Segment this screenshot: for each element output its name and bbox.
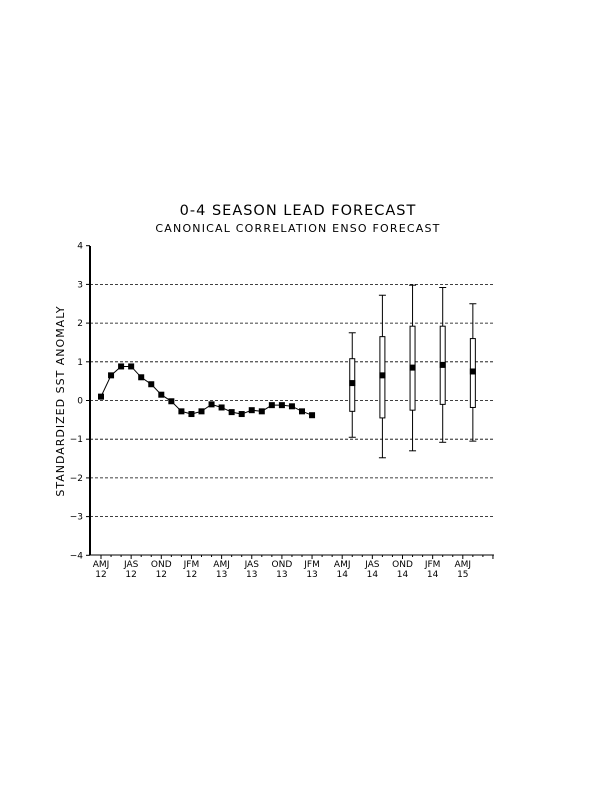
x-tick-label-season: AMJ: [213, 560, 230, 570]
x-tick-label-year: 13: [306, 570, 317, 580]
x-tick-label-season: JFM: [183, 560, 200, 570]
chart-subtitle: CANONICAL CORRELATION ENSO FORECAST: [155, 222, 440, 235]
observed-point: [218, 404, 225, 411]
x-tick-label-year: 15: [457, 570, 468, 580]
y-tick-label: 0: [77, 397, 83, 407]
x-tick-label-season: AMJ: [334, 560, 351, 570]
observed-point: [299, 408, 305, 415]
x-tick-label-year: 13: [276, 570, 287, 580]
observed-point: [268, 402, 275, 409]
observed-point: [238, 411, 245, 418]
observed-point: [98, 393, 104, 400]
x-tick-label-season: JAS: [244, 560, 260, 570]
x-tick-label-year: 13: [216, 570, 227, 580]
y-tick-label: −4: [70, 551, 84, 561]
observed-line: [100, 365, 313, 416]
x-tick-label-year: 14: [427, 570, 439, 580]
forecast-median-point: [409, 364, 416, 371]
observed-point: [168, 398, 175, 405]
observed-point: [118, 363, 125, 370]
y-tick-label: −3: [70, 513, 83, 523]
y-tick-label: 2: [77, 319, 83, 329]
x-tick-label-year: 12: [125, 570, 136, 580]
y-tick-label: 4: [77, 242, 83, 252]
y-tick-label: 1: [77, 358, 83, 368]
observed-point: [288, 403, 295, 410]
x-tick-label-year: 14: [397, 570, 409, 580]
y-tick-label: −1: [70, 435, 83, 445]
x-tick-label-year: 14: [336, 570, 348, 580]
x-tick-label-season: OND: [392, 560, 413, 570]
observed-point: [258, 408, 265, 415]
observed-point: [138, 374, 145, 381]
observed-point: [178, 408, 185, 415]
x-tick-label-season: JFM: [303, 560, 320, 570]
x-tick-label-year: 12: [156, 570, 167, 580]
x-tick-label-season: JFM: [424, 560, 441, 570]
forecast-median-point: [379, 372, 386, 379]
observed-point: [108, 372, 115, 379]
x-tick-label-year: 14: [367, 570, 379, 580]
observed-point: [248, 407, 255, 414]
x-tick-label-year: 12: [186, 570, 197, 580]
forecast-median-point: [439, 361, 446, 368]
observed-point: [198, 408, 205, 415]
x-tick-label-year: 13: [246, 570, 257, 580]
x-tick-label-season: OND: [151, 560, 172, 570]
observed-point: [128, 363, 135, 370]
observed-point: [208, 401, 215, 408]
forecast-median-point: [349, 380, 356, 387]
y-tick-label: −2: [70, 474, 83, 484]
x-tick-label-season: AMJ: [455, 560, 472, 570]
observed-point: [228, 409, 235, 416]
chart-title: 0-4 SEASON LEAD FORECAST: [180, 203, 417, 219]
x-tick-label-season: OND: [272, 560, 293, 570]
forecast-median-point: [469, 368, 476, 375]
y-tick-label: 3: [77, 280, 83, 290]
x-tick-label-season: JAS: [123, 560, 139, 570]
observed-point: [278, 402, 285, 409]
x-tick-label-year: 12: [95, 570, 106, 580]
y-axis-label: STANDARDIZED SST ANOMALY: [54, 305, 67, 496]
x-tick-label-season: JAS: [364, 560, 380, 570]
observed-point: [148, 381, 155, 388]
observed-point: [158, 391, 165, 398]
observed-point: [188, 411, 195, 418]
observed-point: [309, 412, 316, 419]
x-tick-label-season: AMJ: [93, 560, 110, 570]
